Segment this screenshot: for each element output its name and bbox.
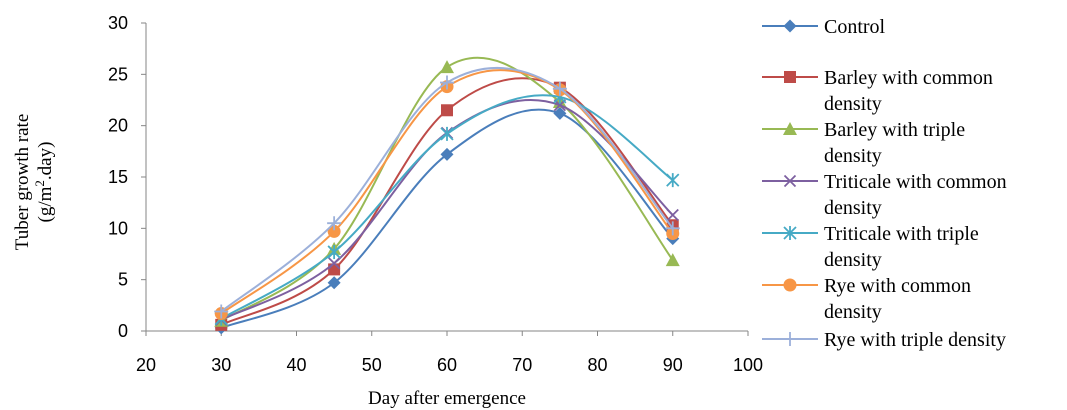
marker-square (784, 71, 796, 83)
marker-plus (552, 81, 567, 96)
x-tick-label: 20 (136, 355, 156, 375)
legend-label: Triticale with common (824, 171, 1007, 193)
y-tick-label: 0 (118, 321, 128, 341)
y-tick-label: 30 (108, 13, 128, 33)
x-axis-title: Day after emergence (368, 388, 526, 409)
marker-plus (783, 332, 797, 346)
y-tick-label: 5 (118, 270, 128, 290)
marker-x (783, 174, 797, 188)
marker-star (783, 226, 797, 240)
series-7 (214, 66, 680, 319)
legend-label: density (824, 197, 882, 219)
legend-label: Barley with common (824, 67, 993, 89)
legend-item: Barley with common density (762, 67, 993, 115)
y-tick-label: 20 (108, 116, 128, 136)
y-axis-unit: (g/m2.day) (32, 142, 57, 223)
marker-star (666, 173, 680, 188)
marker-diamond (327, 276, 341, 290)
marker-circle (783, 278, 797, 292)
x-tick-label: 40 (286, 355, 306, 375)
x-tick-label: 80 (587, 355, 607, 375)
legend-label: Triticale with triple (824, 223, 979, 245)
legend-item: Barley with triple density (762, 119, 965, 167)
marker-plus (440, 75, 454, 90)
marker-plus (665, 221, 680, 236)
legend-item: Triticale with triple density (762, 223, 979, 271)
marker-star (327, 244, 341, 259)
y-tick-label: 15 (108, 167, 128, 187)
y-tick-label: 10 (108, 218, 128, 238)
legend-label: Barley with triple (824, 119, 965, 141)
series-5 (214, 89, 680, 326)
legend-label: Rye with common (824, 275, 971, 297)
x-tick-label: 100 (733, 355, 763, 375)
y-axis-title: Tuber growth rate (12, 114, 33, 251)
x-tick-label: 70 (512, 355, 532, 375)
legend-label: Control (824, 16, 886, 38)
marker-triangle (665, 253, 680, 267)
marker-x (327, 257, 341, 270)
marker-triangle (440, 60, 454, 74)
legend-label: density (824, 93, 882, 115)
marker-circle (327, 224, 341, 238)
marker-star (440, 126, 454, 141)
marker-square (328, 263, 341, 276)
x-tick-label: 60 (437, 355, 457, 375)
legend-item: Triticale with common density (762, 171, 1007, 219)
series-line (220, 108, 674, 329)
legend-item: Rye with common density (762, 275, 971, 323)
legend-item: Control (762, 16, 886, 38)
x-tick-label: 30 (211, 355, 231, 375)
x-tick-label: 90 (663, 355, 683, 375)
marker-square (441, 104, 453, 117)
marker-diamond (783, 19, 797, 33)
legend-label: Rye with triple density (824, 329, 1006, 351)
x-tick-label: 50 (362, 355, 382, 375)
marker-plus (214, 304, 229, 319)
legend-label: density (824, 301, 882, 323)
marker-diamond (440, 147, 454, 161)
legend-item: Rye with triple density (762, 329, 1006, 351)
marker-x (666, 208, 679, 222)
legend-label: density (824, 145, 882, 167)
marker-plus (327, 216, 342, 231)
y-tick-label: 25 (108, 64, 128, 84)
marker-diamond (553, 106, 567, 120)
marker-triangle (783, 122, 797, 135)
legend-label: density (824, 249, 882, 271)
